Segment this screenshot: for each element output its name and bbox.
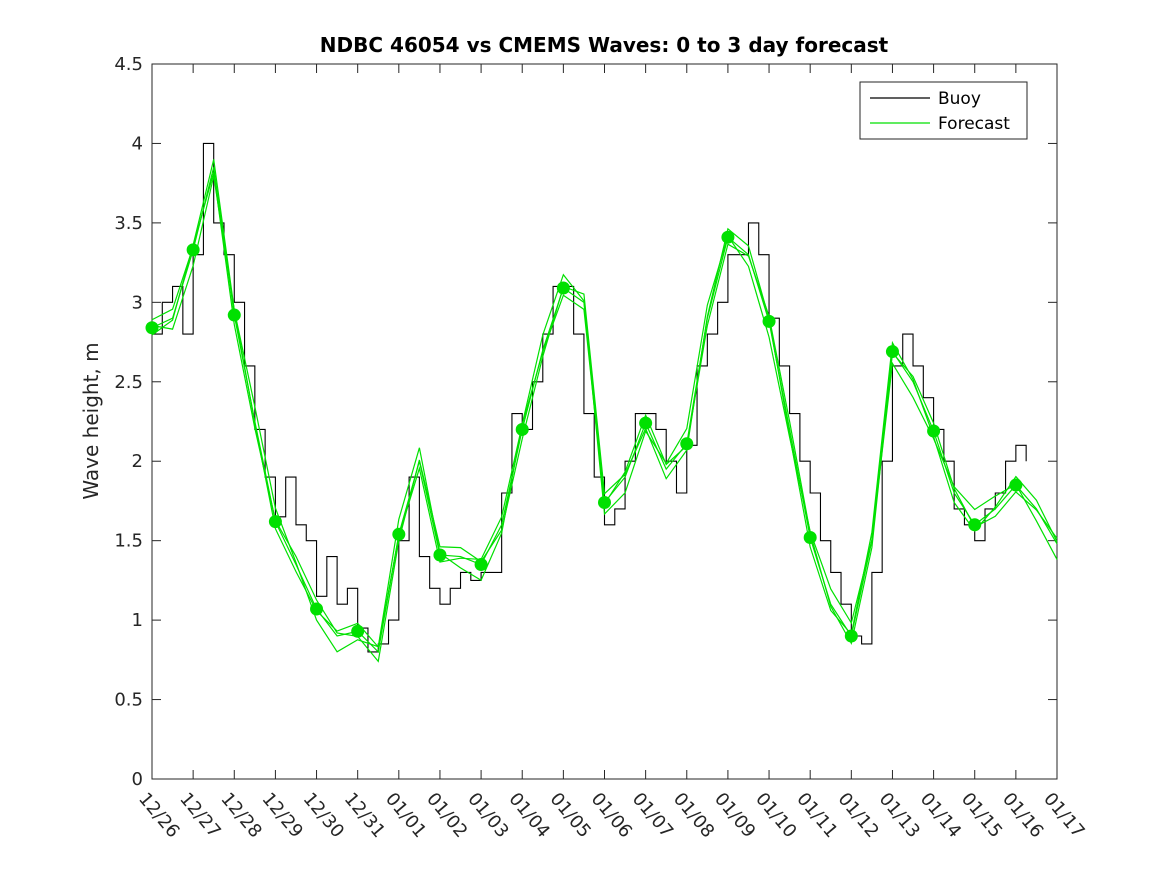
legend: Buoy Forecast xyxy=(859,81,1028,140)
forecast-marker xyxy=(803,530,817,544)
x-tick-label: 01/01 xyxy=(381,789,430,842)
y-tick-label: 1.5 xyxy=(114,531,143,552)
y-tick-label: 3 xyxy=(132,292,143,313)
forecast-marker xyxy=(762,314,776,328)
x-tick-label: 12/26 xyxy=(134,789,183,842)
forecast-marker xyxy=(968,518,982,532)
y-tick-label: 4 xyxy=(132,133,143,154)
x-tick-label: 01/06 xyxy=(587,789,636,842)
x-tick-label: 12/28 xyxy=(216,789,265,842)
x-tick-label: 12/29 xyxy=(258,789,307,842)
legend-forecast-label: Forecast xyxy=(938,114,1010,134)
forecast-series-line xyxy=(151,175,1058,653)
forecast-marker xyxy=(556,281,570,295)
forecast-marker xyxy=(680,437,694,451)
y-tick-label: 0 xyxy=(132,769,143,790)
x-tick-label: 01/05 xyxy=(546,789,595,842)
y-axis: 0 0.5 1 1.5 2 2.5 3 3.5 4 4.5 xyxy=(114,54,1057,790)
x-tick-label: 01/07 xyxy=(628,789,677,842)
y-tick-label: 3.5 xyxy=(114,213,143,234)
forecast-marker xyxy=(186,243,200,257)
legend-box xyxy=(859,81,1028,140)
forecast-marker xyxy=(927,424,941,438)
forecast-marker xyxy=(844,629,858,643)
y-tick-label: 1 xyxy=(132,610,143,631)
x-tick-label: 01/09 xyxy=(710,789,759,842)
x-tick-label: 01/11 xyxy=(792,789,841,842)
x-tick-label: 01/12 xyxy=(833,789,882,842)
forecast-series-line xyxy=(151,172,1058,663)
forecast-marker xyxy=(392,527,406,541)
x-tick-label: 12/30 xyxy=(299,789,348,842)
forecast-marker xyxy=(268,515,282,529)
x-tick-label: 12/27 xyxy=(175,789,224,842)
forecast-marker xyxy=(227,308,241,322)
forecast-marker xyxy=(515,422,529,436)
forecast-marker xyxy=(351,624,365,638)
x-tick-label: 01/15 xyxy=(957,789,1006,842)
x-tick-label: 01/08 xyxy=(669,789,718,842)
forecast-marker xyxy=(433,548,447,562)
x-tick-label: 01/14 xyxy=(916,789,965,842)
y-tick-label: 2.5 xyxy=(114,372,143,393)
plot-area xyxy=(151,63,1058,780)
series-layer xyxy=(145,142,1058,663)
legend-buoy-label: Buoy xyxy=(938,89,981,109)
x-tick-label: 01/13 xyxy=(875,789,924,842)
forecast-marker xyxy=(1009,478,1023,492)
forecast-marker xyxy=(474,558,488,571)
x-tick-label: 01/16 xyxy=(998,789,1047,842)
x-tick-label: 01/03 xyxy=(463,789,512,842)
chart-title: NDBC 46054 vs CMEMS Waves: 0 to 3 day fo… xyxy=(320,33,889,57)
x-tick-label: 01/17 xyxy=(1039,789,1088,842)
forecast-marker xyxy=(145,321,159,335)
y-tick-label: 2 xyxy=(132,451,143,472)
forecast-marker xyxy=(639,416,653,430)
forecast-marker xyxy=(885,345,899,359)
x-tick-label: 01/02 xyxy=(422,789,471,842)
forecast-marker xyxy=(598,496,611,510)
forecast-marker xyxy=(310,602,324,616)
forecast-marker xyxy=(721,230,735,244)
y-axis-label: Wave height, m xyxy=(79,342,103,499)
x-tick-label: 01/04 xyxy=(504,789,553,842)
x-tick-label: 12/31 xyxy=(340,789,389,842)
y-tick-label: 4.5 xyxy=(114,54,143,75)
x-tick-label: 01/10 xyxy=(751,789,800,842)
y-tick-label: 0.5 xyxy=(114,690,143,711)
